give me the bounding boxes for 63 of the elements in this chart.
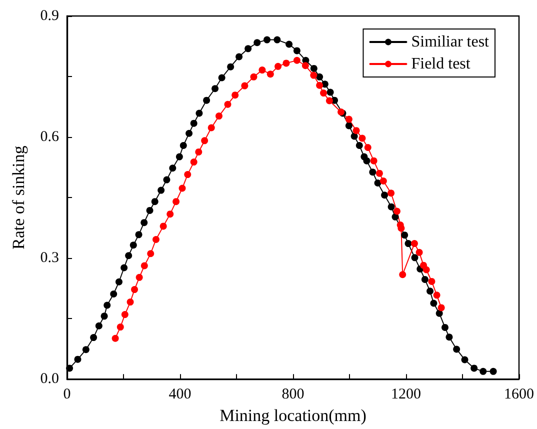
y-tick-label: 0.3 — [40, 250, 59, 266]
point — [393, 208, 400, 215]
point — [274, 62, 282, 70]
point — [310, 72, 318, 79]
point — [152, 236, 160, 244]
point — [224, 100, 232, 108]
point — [293, 56, 300, 64]
y-axis-title: Rate of sinking — [9, 145, 28, 250]
point — [112, 334, 119, 342]
point — [215, 112, 222, 120]
point — [380, 178, 387, 185]
x-axis-title: Mining location(mm) — [220, 406, 366, 425]
point — [302, 62, 309, 70]
point — [326, 97, 333, 104]
point — [388, 190, 395, 197]
point — [399, 271, 406, 278]
point — [433, 292, 440, 299]
x-tick-label: 1600 — [504, 386, 534, 403]
point — [241, 82, 248, 90]
point — [160, 222, 167, 230]
x-tick-label: 800 — [282, 386, 304, 403]
point — [398, 224, 405, 232]
point — [364, 144, 372, 152]
point — [316, 82, 324, 89]
point — [428, 278, 436, 285]
point — [422, 266, 430, 274]
point — [282, 60, 290, 67]
point — [147, 250, 154, 258]
point — [126, 298, 134, 306]
point — [116, 324, 124, 331]
y-tick-label: 0.0 — [40, 371, 59, 388]
point — [376, 170, 383, 177]
y-tick-label: 0.9 — [40, 8, 59, 24]
x-tick-label: 400 — [168, 386, 192, 403]
point — [345, 116, 352, 123]
point — [258, 66, 266, 74]
x-tick-label: 1200 — [391, 386, 421, 403]
point — [172, 198, 180, 206]
x-tick-label: 0 — [63, 386, 71, 403]
point — [136, 274, 143, 281]
point — [352, 127, 360, 134]
point — [416, 248, 423, 256]
point — [320, 90, 328, 97]
point — [370, 157, 378, 164]
point — [184, 171, 192, 178]
point — [266, 70, 274, 78]
point — [358, 134, 366, 142]
y-tick-label: 0.6 — [40, 129, 60, 146]
point — [410, 240, 418, 248]
point — [190, 158, 198, 166]
point — [178, 184, 186, 192]
legend-label: Similiar test — [411, 34, 490, 50]
legend-label: Field test — [411, 56, 471, 72]
point — [208, 124, 215, 132]
point — [232, 92, 239, 99]
point — [140, 262, 148, 270]
point — [250, 73, 258, 80]
point — [195, 148, 202, 156]
point — [201, 137, 208, 144]
point — [438, 304, 445, 312]
point — [131, 286, 138, 294]
point — [121, 311, 128, 318]
point — [166, 210, 174, 218]
